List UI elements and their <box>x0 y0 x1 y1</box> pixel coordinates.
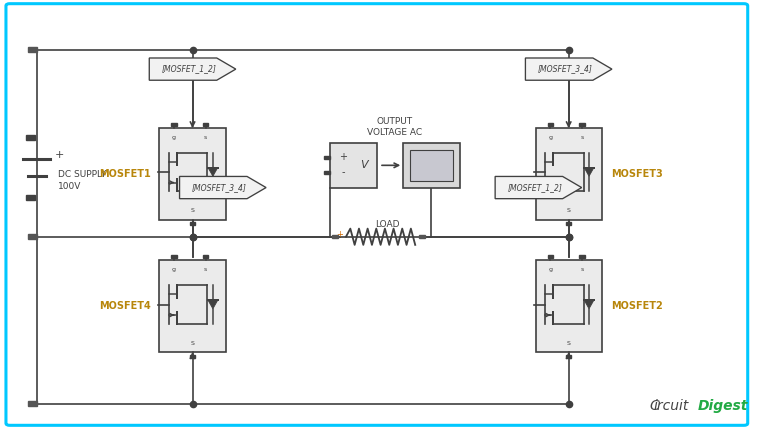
Text: [MOSFET_3_4]: [MOSFET_3_4] <box>192 183 247 192</box>
Polygon shape <box>584 300 594 309</box>
Text: S: S <box>567 208 571 213</box>
Bar <box>547 255 552 258</box>
Bar <box>547 123 552 126</box>
Bar <box>27 135 35 140</box>
Text: S: S <box>567 341 571 346</box>
Text: C: C <box>649 399 659 413</box>
Polygon shape <box>149 58 236 80</box>
Text: OUTPUT
VOLTAGE AC: OUTPUT VOLTAGE AC <box>368 117 422 137</box>
Bar <box>566 222 572 225</box>
Text: S: S <box>190 341 195 346</box>
Text: MOSFET3: MOSFET3 <box>611 169 663 179</box>
Bar <box>330 143 377 188</box>
Text: [MOSFET_3_4]: [MOSFET_3_4] <box>538 65 593 74</box>
Text: g: g <box>172 135 176 139</box>
Text: S: S <box>190 208 195 213</box>
Bar <box>579 123 584 126</box>
Text: LOAD: LOAD <box>375 220 400 229</box>
Bar <box>324 171 330 174</box>
Bar <box>171 255 177 258</box>
Bar <box>536 260 602 352</box>
Text: s: s <box>204 135 208 139</box>
Polygon shape <box>525 58 612 80</box>
Text: -: - <box>342 167 345 178</box>
Bar <box>419 235 425 239</box>
Text: s: s <box>581 135 584 139</box>
Text: +: + <box>55 150 64 160</box>
Bar <box>410 150 453 181</box>
Bar <box>190 222 195 225</box>
Text: [MOSFET_1_2]: [MOSFET_1_2] <box>508 183 562 192</box>
Bar <box>403 143 460 188</box>
Bar <box>324 156 330 159</box>
Bar <box>28 47 37 52</box>
Text: [MOSFET_1_2]: [MOSFET_1_2] <box>161 65 217 74</box>
Bar <box>159 128 225 220</box>
Polygon shape <box>209 168 218 176</box>
Text: +: + <box>339 152 347 162</box>
Text: Digest: Digest <box>698 399 748 413</box>
Text: s: s <box>204 267 208 272</box>
Polygon shape <box>180 176 266 199</box>
Text: g: g <box>172 267 176 272</box>
Bar <box>28 401 37 406</box>
Bar <box>333 235 339 239</box>
Bar <box>171 123 177 126</box>
Text: MOSFET4: MOSFET4 <box>99 302 151 311</box>
Text: s: s <box>581 267 584 272</box>
Bar <box>27 195 35 200</box>
Text: g: g <box>548 267 552 272</box>
Bar <box>203 255 209 258</box>
Text: ircuit: ircuit <box>654 399 689 413</box>
Polygon shape <box>495 176 581 199</box>
Text: MOSFET2: MOSFET2 <box>611 302 663 311</box>
Text: V: V <box>360 160 368 170</box>
Polygon shape <box>209 300 218 309</box>
Text: g: g <box>548 135 552 139</box>
Bar <box>536 128 602 220</box>
Bar <box>159 260 225 352</box>
Text: MOSFET1: MOSFET1 <box>99 169 151 179</box>
Bar <box>28 234 37 239</box>
Bar <box>579 255 584 258</box>
Bar <box>190 355 195 358</box>
FancyBboxPatch shape <box>6 4 748 425</box>
Text: DC SUPPLY
100V: DC SUPPLY 100V <box>58 170 106 191</box>
Bar <box>203 123 209 126</box>
Text: +: + <box>336 230 343 239</box>
Polygon shape <box>584 168 594 176</box>
Bar <box>566 355 572 358</box>
